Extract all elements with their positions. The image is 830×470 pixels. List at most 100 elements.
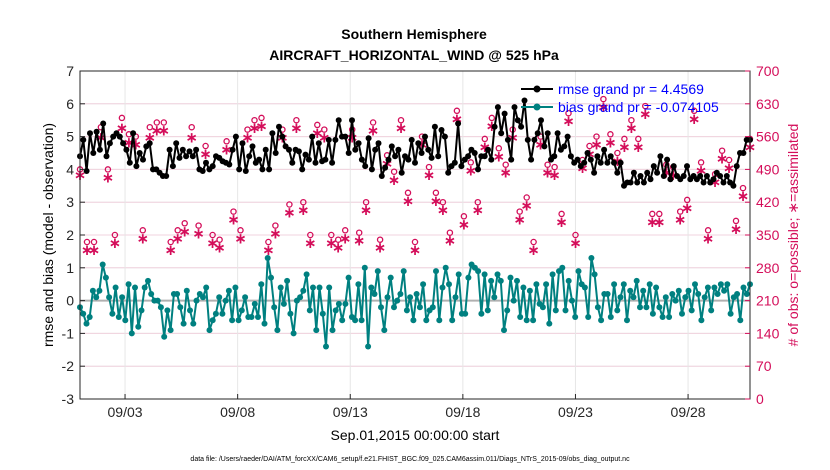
obs-possible-point [635,135,642,143]
obs-assimilated-point: ∗ [185,129,198,147]
obs-assimilated-point: ∗ [541,164,554,182]
obs-possible-point [544,161,551,168]
bias-point [206,327,213,334]
rmse-point [528,156,535,163]
bias-point [280,300,287,307]
bias-point [737,317,744,324]
obs-possible-point [565,109,572,117]
bias-point [614,307,621,314]
bias-point [374,268,381,275]
obs-possible-point [188,123,195,131]
bias-point [743,291,750,297]
y-axis-label: rmse and bias (model - observation) [40,123,56,347]
bias-point [284,277,291,284]
obs-possible-point [607,131,614,138]
obs-assimilated-point: ∗ [192,225,205,243]
obs-assimilated-point: ∗ [158,122,171,140]
rmse-point [256,156,263,163]
obs-possible-point [341,227,349,234]
legend-bias-label: bias grand pr = -0.074105 [558,99,719,115]
bias-point [381,327,388,334]
bias-point [562,307,569,314]
y-tick-label: 5 [66,129,74,145]
obs-possible-point [628,116,635,124]
rmse-point [700,179,707,186]
bias-point [624,317,630,324]
obs-assimilated-point: ∗ [290,119,303,137]
rmse-point [710,176,717,183]
rmse-point [584,150,591,156]
bias-point [167,327,174,334]
rmse-point [335,117,342,124]
bias-point [646,281,653,288]
obs-possible-point [523,194,530,201]
rmse-point [634,179,641,186]
obs-possible-point [216,236,223,243]
rmse-point [534,130,541,137]
obs-possible-point [481,135,489,143]
obs-assimilated-point: ∗ [465,161,478,179]
x-axis-label: Sep.01,2015 00:00:00 start [331,427,500,443]
obs-assimilated-point: ∗ [388,171,401,189]
bias-point [93,294,100,301]
rmse-point [199,168,206,174]
obs-possible-point [586,142,593,150]
bias-point [688,307,695,314]
bias-point [446,281,452,288]
rmse-point [518,123,525,130]
obs-possible-point [300,198,307,206]
bias-point [475,268,482,275]
obs-possible-point [321,126,328,133]
obs-possible-point [307,231,314,239]
bias-point [268,274,274,281]
obs-possible-point [174,227,181,234]
obs-assimilated-point: ∗ [527,241,540,259]
bias-point [442,264,449,271]
bias-point [565,277,572,284]
obs-assimilated-point: ∗ [227,211,240,229]
rmse-point [561,143,568,150]
rmse-point [239,140,246,147]
x-tick-label: 09/23 [558,404,593,420]
obs-assimilated-point: ∗ [262,241,275,259]
rmse-point [511,104,518,111]
bias-point [497,277,504,284]
y-right-tick-label: 420 [756,194,780,210]
bias-point [514,277,520,284]
rmse-point [286,146,292,153]
obs-assimilated-point: ∗ [562,112,575,130]
y-axis-left: -3 -2 -1 0 1 2 3 4 5 6 7 [62,63,85,407]
bias-point [290,330,297,337]
bias-point [420,281,427,288]
obs-possible-point [551,163,558,171]
bias-point [572,314,579,320]
obs-assimilated-point: ∗ [716,150,729,168]
rmse-point [428,154,435,161]
bias-point [157,304,164,311]
bias-point [258,281,265,288]
bias-point [585,314,592,320]
obs-assimilated-point: ∗ [339,229,352,247]
rmse-point [355,140,362,147]
bias-point [721,287,728,294]
bias-point [410,317,417,324]
rmse-point [368,166,375,173]
obs-possible-point [404,189,412,197]
obs-possible-point [195,222,202,229]
bias-point [669,291,676,297]
obs-assimilated-point: ∗ [458,215,471,233]
obs-assimilated-point: ∗ [374,239,387,257]
bias-point [368,284,375,291]
obs-assimilated-point: ∗ [674,211,687,229]
rmse-point [733,163,740,170]
bias-point [339,317,346,324]
obs-possible-point [244,126,251,133]
rmse-point [541,143,548,150]
bias-point [209,317,216,324]
x-tick-label: 09/08 [220,404,255,420]
bias-point [174,291,181,297]
rmse-point [601,146,608,153]
bias-point [659,314,666,320]
rmse-point [80,136,87,143]
obs-assimilated-point: ∗ [653,213,666,231]
